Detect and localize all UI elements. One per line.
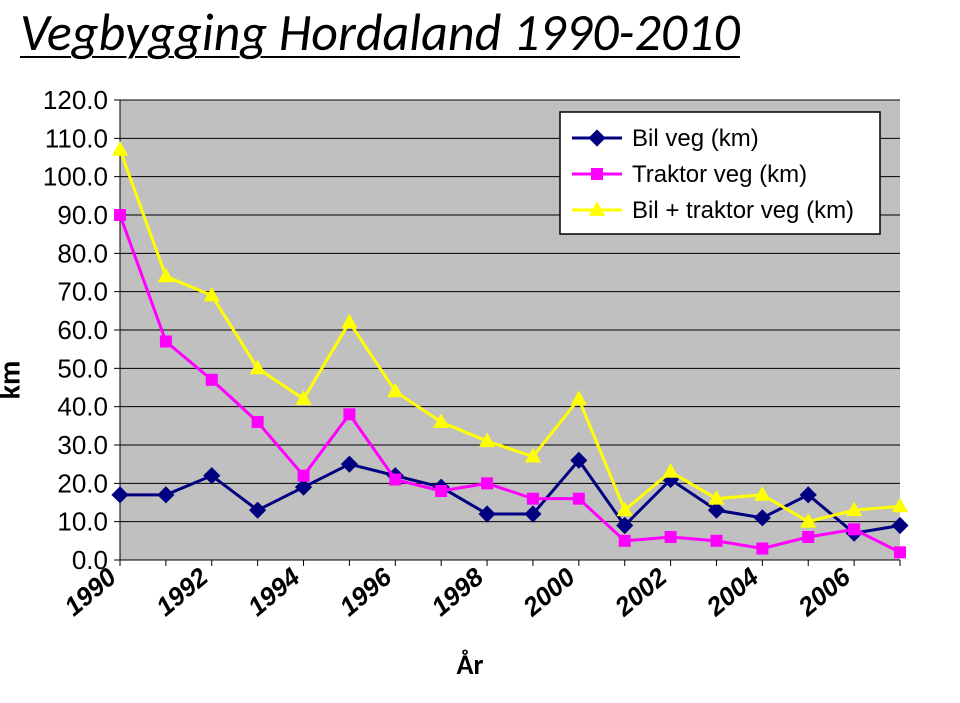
svg-text:100.0: 100.0 xyxy=(43,162,108,192)
chart: km 1990199219941996199820002002200420060… xyxy=(20,90,920,670)
svg-text:2004: 2004 xyxy=(700,561,765,622)
svg-text:90.0: 90.0 xyxy=(57,200,108,230)
svg-text:10.0: 10.0 xyxy=(57,507,108,537)
svg-text:1994: 1994 xyxy=(242,561,306,622)
chart-svg: 1990199219941996199820002002200420060.01… xyxy=(20,90,920,650)
y-axis-label: km xyxy=(0,361,29,400)
svg-text:40.0: 40.0 xyxy=(57,392,108,422)
svg-text:2002: 2002 xyxy=(608,561,673,622)
svg-text:50.0: 50.0 xyxy=(57,353,108,383)
svg-text:70.0: 70.0 xyxy=(57,277,108,307)
svg-text:60.0: 60.0 xyxy=(57,315,108,345)
svg-text:Bil + traktor veg (km): Bil + traktor veg (km) xyxy=(632,197,854,224)
svg-text:2006: 2006 xyxy=(792,561,857,622)
svg-text:120.0: 120.0 xyxy=(43,90,108,115)
svg-text:1992: 1992 xyxy=(150,561,214,622)
x-axis-label: År xyxy=(457,647,484,682)
svg-text:Bil veg (km): Bil veg (km) xyxy=(632,125,759,152)
svg-text:2000: 2000 xyxy=(516,561,581,622)
svg-text:1996: 1996 xyxy=(334,561,398,622)
svg-text:20.0: 20.0 xyxy=(57,468,108,498)
svg-text:1998: 1998 xyxy=(425,561,489,622)
legend: Bil veg (km) Traktor veg (km) Bil + trakto… xyxy=(560,112,880,234)
svg-text:110.0: 110.0 xyxy=(45,123,108,153)
svg-text:30.0: 30.0 xyxy=(57,430,108,460)
svg-text:80.0: 80.0 xyxy=(57,238,108,268)
page-title: Vegbygging Hordaland 1990-2010 xyxy=(20,0,740,64)
svg-text:0.0: 0.0 xyxy=(72,545,108,575)
svg-text:Traktor veg (km): Traktor veg (km) xyxy=(632,161,807,188)
